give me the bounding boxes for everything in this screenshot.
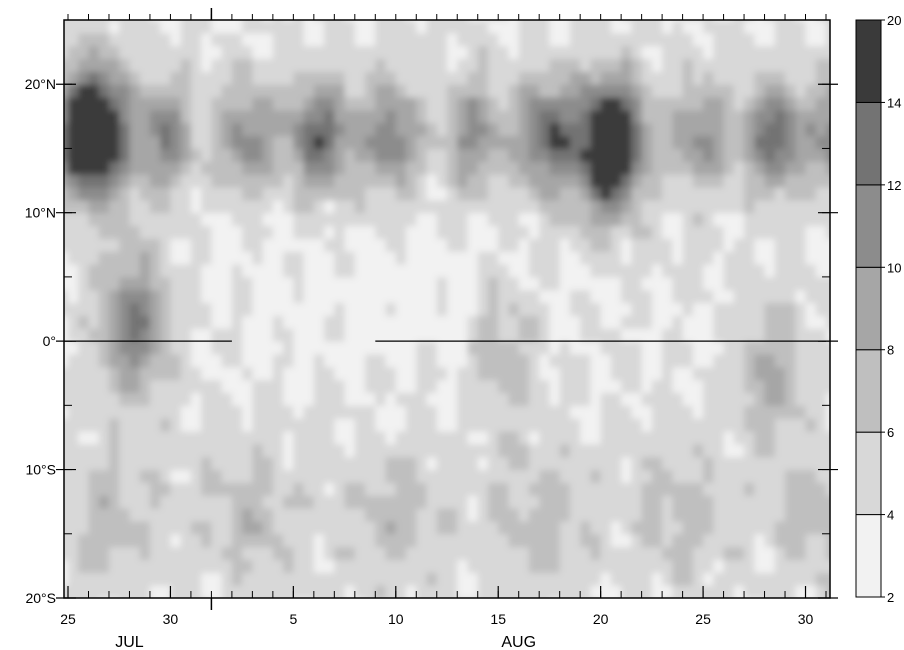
- month-label: AUG: [501, 634, 536, 650]
- colorbar-label: 8: [887, 343, 894, 358]
- colorbar-segment: [855, 514, 882, 598]
- x-axis: 25 30 5 10 15 20 25 30 JUL AUG: [60, 8, 827, 650]
- x-tick-label: 25: [695, 611, 711, 627]
- colorbar-label: 2: [887, 590, 894, 605]
- month-label: JUL: [115, 634, 144, 650]
- colorbar-segment: [855, 101, 882, 186]
- colorbar: 2 4 6 8 10 12 14 20: [855, 13, 901, 605]
- y-tick-label: 10°N: [25, 205, 56, 221]
- y-tick-label: 0°: [43, 333, 56, 349]
- colorbar-label: 4: [887, 508, 894, 523]
- x-tick-label: 10: [388, 611, 404, 627]
- colorbar-label: 12: [887, 178, 901, 193]
- colorbar-segment: [855, 349, 882, 433]
- x-tick-label: 30: [163, 611, 179, 627]
- x-tick-label: 20: [593, 611, 609, 627]
- plot-frame: [63, 19, 831, 599]
- colorbar-segment: [855, 431, 882, 516]
- colorbar-label: 6: [887, 425, 894, 440]
- colorbar-segment: [855, 19, 882, 103]
- x-tick-label: 15: [490, 611, 506, 627]
- y-tick-label: 10°S: [25, 462, 56, 478]
- y-axis: 20°N 10°N 0° 10°S 20°S: [25, 19, 838, 606]
- x-tick-label: 5: [289, 611, 297, 627]
- colorbar-label: 14: [887, 95, 901, 110]
- contour-field: [64, 20, 830, 598]
- colorbar-segment: [855, 184, 882, 268]
- colorbar-label: 20: [887, 13, 901, 28]
- x-tick-label: 25: [60, 611, 76, 627]
- colorbar-label: 10: [887, 260, 901, 275]
- colorbar-segment: [855, 266, 882, 351]
- x-tick-label: 30: [798, 611, 814, 627]
- y-tick-label: 20°S: [25, 590, 56, 606]
- y-tick-label: 20°N: [25, 76, 56, 92]
